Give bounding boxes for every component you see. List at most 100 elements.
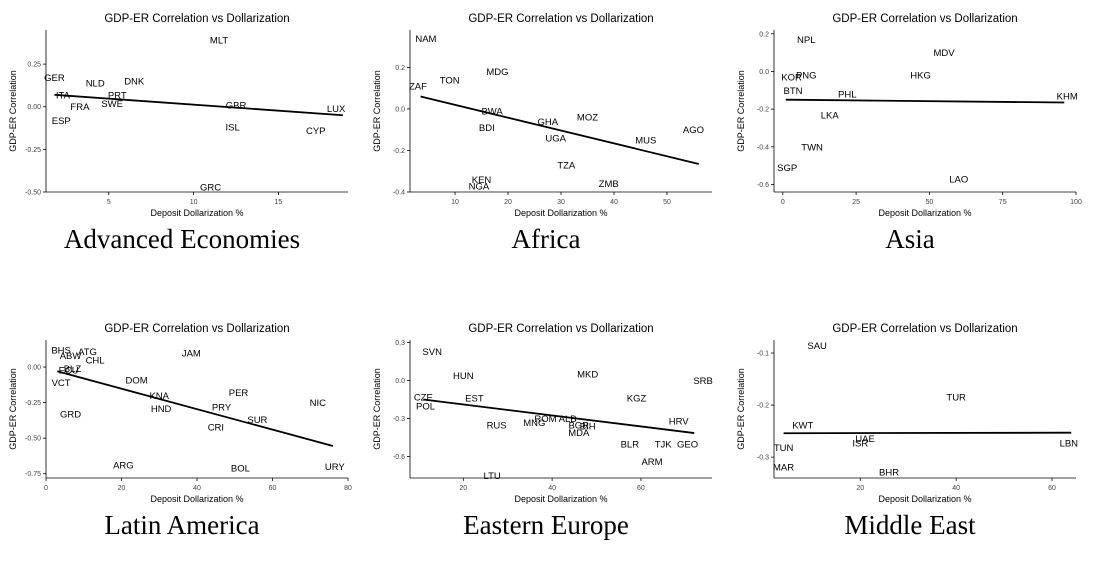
point-label: CRI (208, 422, 224, 433)
point-label: CZE (414, 392, 433, 403)
point-label: ALB (559, 414, 577, 425)
y-tick-label: 0.25 (27, 62, 41, 69)
point-label: BDI (479, 123, 495, 134)
x-tick-label: 60 (637, 485, 645, 492)
panel-caption: Eastern Europe (463, 510, 629, 540)
point-label: TJK (655, 439, 673, 450)
y-axis-label: GDP-ER Correlation (736, 70, 746, 152)
x-tick-label: 0 (781, 199, 785, 206)
point-label: ESP (52, 116, 71, 127)
y-tick-label: -0.1 (757, 351, 769, 358)
y-tick-label: -0.25 (25, 400, 41, 407)
point-label: KNA (149, 391, 169, 402)
point-label: GEO (677, 439, 698, 450)
point-label: KWT (792, 420, 813, 431)
fit-line (57, 370, 334, 447)
y-axis-label: GDP-ER Correlation (8, 368, 18, 450)
y-tick-label: -0.50 (25, 190, 41, 197)
point-label: MAR (773, 463, 794, 474)
x-tick-label: 20 (856, 485, 864, 492)
panel-eastern-europe: GDP-ER Correlation vs Dollarization 20 40 6… (364, 310, 728, 583)
x-tick-label: 5 (107, 199, 111, 206)
point-label: TUN (774, 443, 794, 454)
point-label: LUX (327, 104, 346, 115)
chart-africa: GDP-ER Correlation vs Dollarization 10 20 3… (372, 13, 712, 218)
point-label: GHA (537, 117, 558, 128)
x-axis-label: Deposit Dollarization % (878, 208, 971, 218)
x-axis-label: Deposit Dollarization % (150, 208, 243, 218)
x-tick-label: 50 (925, 199, 933, 206)
chart-title: GDP-ER Correlation vs Dollarization (104, 13, 289, 25)
point-label: NPL (797, 35, 815, 46)
point-label: ATG (78, 347, 97, 358)
y-axis-label: GDP-ER Correlation (8, 70, 18, 152)
x-tick-label: 10 (190, 199, 198, 206)
point-label: TUR (946, 392, 966, 403)
point-label: SWE (101, 99, 123, 110)
point-label: BTN (784, 86, 803, 97)
y-tick-label: 0.2 (759, 31, 769, 38)
point-label: MOZ (577, 113, 598, 124)
x-tick-label: 25 (852, 199, 860, 206)
x-tick-label: 10 (451, 199, 459, 206)
panel-middle-east: GDP-ER Correlation vs Dollarization 20 40 6… (728, 310, 1092, 583)
y-tick-label: -0.3 (757, 455, 769, 462)
x-tick-label: 40 (548, 485, 556, 492)
x-tick-label: 30 (557, 199, 565, 206)
y-tick-label: 0.0 (395, 106, 405, 113)
fit-line (423, 398, 695, 434)
point-label: POL (416, 401, 435, 412)
x-tick-label: 75 (999, 199, 1007, 206)
point-label: ITA (56, 90, 71, 101)
y-tick-label: -0.75 (25, 471, 41, 478)
point-label: BHR (879, 467, 899, 478)
chart-title: GDP-ER Correlation vs Dollarization (832, 323, 1017, 335)
point-label: BWA (481, 107, 503, 118)
point-label: LBN (1060, 439, 1079, 450)
fit-line (54, 93, 343, 117)
y-tick-label: -0.2 (757, 107, 769, 114)
x-tick-label: 100 (1070, 199, 1082, 206)
point-label: RUS (487, 420, 507, 431)
point-label: NIC (310, 398, 327, 409)
point-label: TWN (801, 142, 823, 153)
point-label: TZA (557, 161, 576, 172)
point-label: EST (465, 394, 484, 405)
point-label: NLD (86, 78, 105, 89)
point-label: FRA (70, 102, 90, 113)
point-label: ROM (534, 414, 556, 425)
chart-latin-america: GDP-ER Correlation vs Dollarization 0 20 40… (8, 323, 352, 504)
panel-africa: GDP-ER Correlation vs Dollarization 10 20 3… (364, 0, 728, 273)
y-tick-label: 0.00 (27, 104, 41, 111)
point-label: HND (151, 404, 172, 415)
point-label: MUS (635, 136, 656, 147)
point-label: CYP (306, 126, 326, 137)
chart-title: GDP-ER Correlation vs Dollarization (468, 323, 653, 335)
point-label: LTU (484, 471, 501, 482)
point-label: NGA (469, 181, 490, 192)
fit-line (785, 98, 1065, 104)
point-label: KHM (1057, 91, 1078, 102)
point-label: BHS (51, 345, 71, 356)
point-label: ZMB (599, 179, 619, 190)
point-label: PNG (796, 71, 817, 82)
point-label: MDA (568, 428, 590, 439)
x-tick-label: 40 (610, 199, 618, 206)
x-tick-label: 20 (118, 485, 126, 492)
point-label: PRT (108, 90, 127, 101)
point-label: DNK (124, 77, 145, 88)
panel-latin-america: GDP-ER Correlation vs Dollarization 0 20 40… (0, 310, 364, 583)
y-axis-label: GDP-ER Correlation (736, 368, 746, 450)
point-label: VCT (52, 378, 71, 389)
point-label: HUN (453, 371, 474, 382)
point-label: TON (440, 75, 460, 86)
y-tick-label: -0.6 (757, 182, 769, 189)
x-tick-label: 0 (44, 485, 48, 492)
panel-advanced-economies: GDP-ER Correlation vs Dollarization 5 10 15… (0, 0, 364, 273)
point-label: HKG (910, 71, 931, 82)
point-label: SAU (807, 341, 827, 352)
point-label: AGO (683, 125, 704, 136)
point-label: SVN (422, 347, 442, 358)
panel-caption: Latin America (104, 510, 260, 540)
point-label: MLT (210, 36, 228, 47)
